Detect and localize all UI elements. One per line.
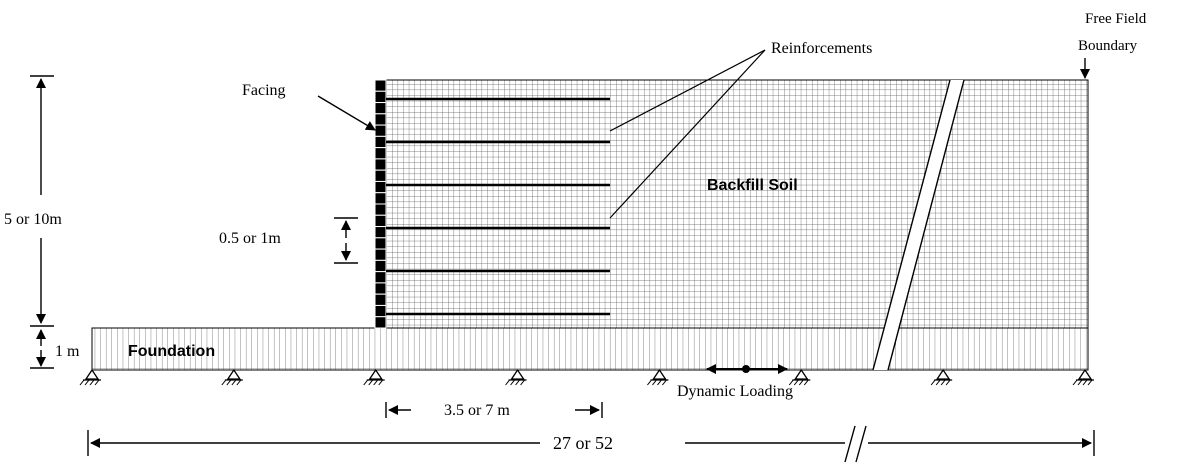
facing-block (374, 192, 387, 205)
foundation-region (91, 327, 1089, 371)
spacing-dimension (334, 217, 358, 264)
facing-block (374, 282, 387, 295)
facing-label: Facing (242, 82, 286, 99)
facing-block (374, 135, 387, 149)
height-label: 5 or 10m (4, 211, 62, 228)
facing-block (374, 237, 387, 250)
model-break-lines (872, 79, 965, 371)
foundation-label: Foundation (128, 343, 215, 360)
spacing-label: 0.5 or 1m (219, 230, 281, 247)
free-field-label-line2: Boundary (1078, 38, 1138, 54)
facing-block (374, 248, 387, 261)
facing-block (374, 203, 387, 216)
facing-block (374, 259, 387, 273)
facing-blocks (374, 79, 387, 329)
support-pin-icon (647, 368, 669, 386)
model-length-label: 27 or 52 (553, 433, 613, 453)
backfill-soil-region (385, 79, 1089, 329)
facing-block (374, 158, 387, 171)
free-field-label-line1: Free Field (1085, 11, 1147, 27)
reinforcements-label: Reinforcements (771, 40, 872, 57)
facing-block (374, 180, 387, 194)
facing-block (374, 169, 387, 182)
facing-block (374, 304, 387, 318)
facing-block (374, 79, 387, 92)
reinforcement-length-dimension (385, 402, 603, 418)
support-pin-icon (1072, 368, 1094, 386)
support-pin-icon (505, 368, 527, 386)
facing-block (374, 214, 387, 228)
facing-block (374, 293, 387, 306)
facing-block (374, 124, 387, 137)
facing-arrow (317, 95, 376, 131)
support-pin-icon (363, 368, 385, 386)
dynamic-loading-label: Dynamic Loading (677, 383, 793, 400)
facing-block (374, 226, 387, 239)
support-pin-icon (221, 368, 243, 386)
reinforcement-layers (386, 97, 610, 316)
facing-block (374, 102, 387, 115)
reinforcement-length-label: 3.5 or 7 m (444, 402, 510, 419)
facing-block (374, 113, 387, 126)
foundation-depth-label: 1 m (55, 343, 80, 360)
facing-block (374, 90, 387, 104)
dynamic-loading-arrow (706, 364, 788, 374)
base-supports (79, 368, 1094, 386)
support-pin-icon (79, 368, 101, 386)
foundation-depth-dimension (30, 329, 54, 369)
reinforcements-leaders (609, 49, 766, 219)
support-pin-icon (930, 368, 953, 386)
facing-block (374, 316, 387, 329)
backfill-soil-label: Backfill Soil (707, 177, 798, 194)
facing-block (374, 271, 387, 284)
facing-block (374, 147, 387, 160)
support-pin-icon (788, 368, 811, 386)
height-dimension (30, 75, 54, 327)
model-length-dimension (87, 425, 1095, 463)
